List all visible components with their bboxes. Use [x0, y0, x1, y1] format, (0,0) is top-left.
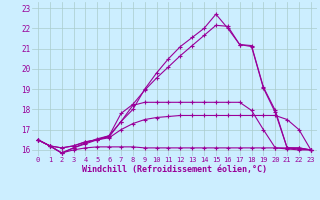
X-axis label: Windchill (Refroidissement éolien,°C): Windchill (Refroidissement éolien,°C) [82, 165, 267, 174]
